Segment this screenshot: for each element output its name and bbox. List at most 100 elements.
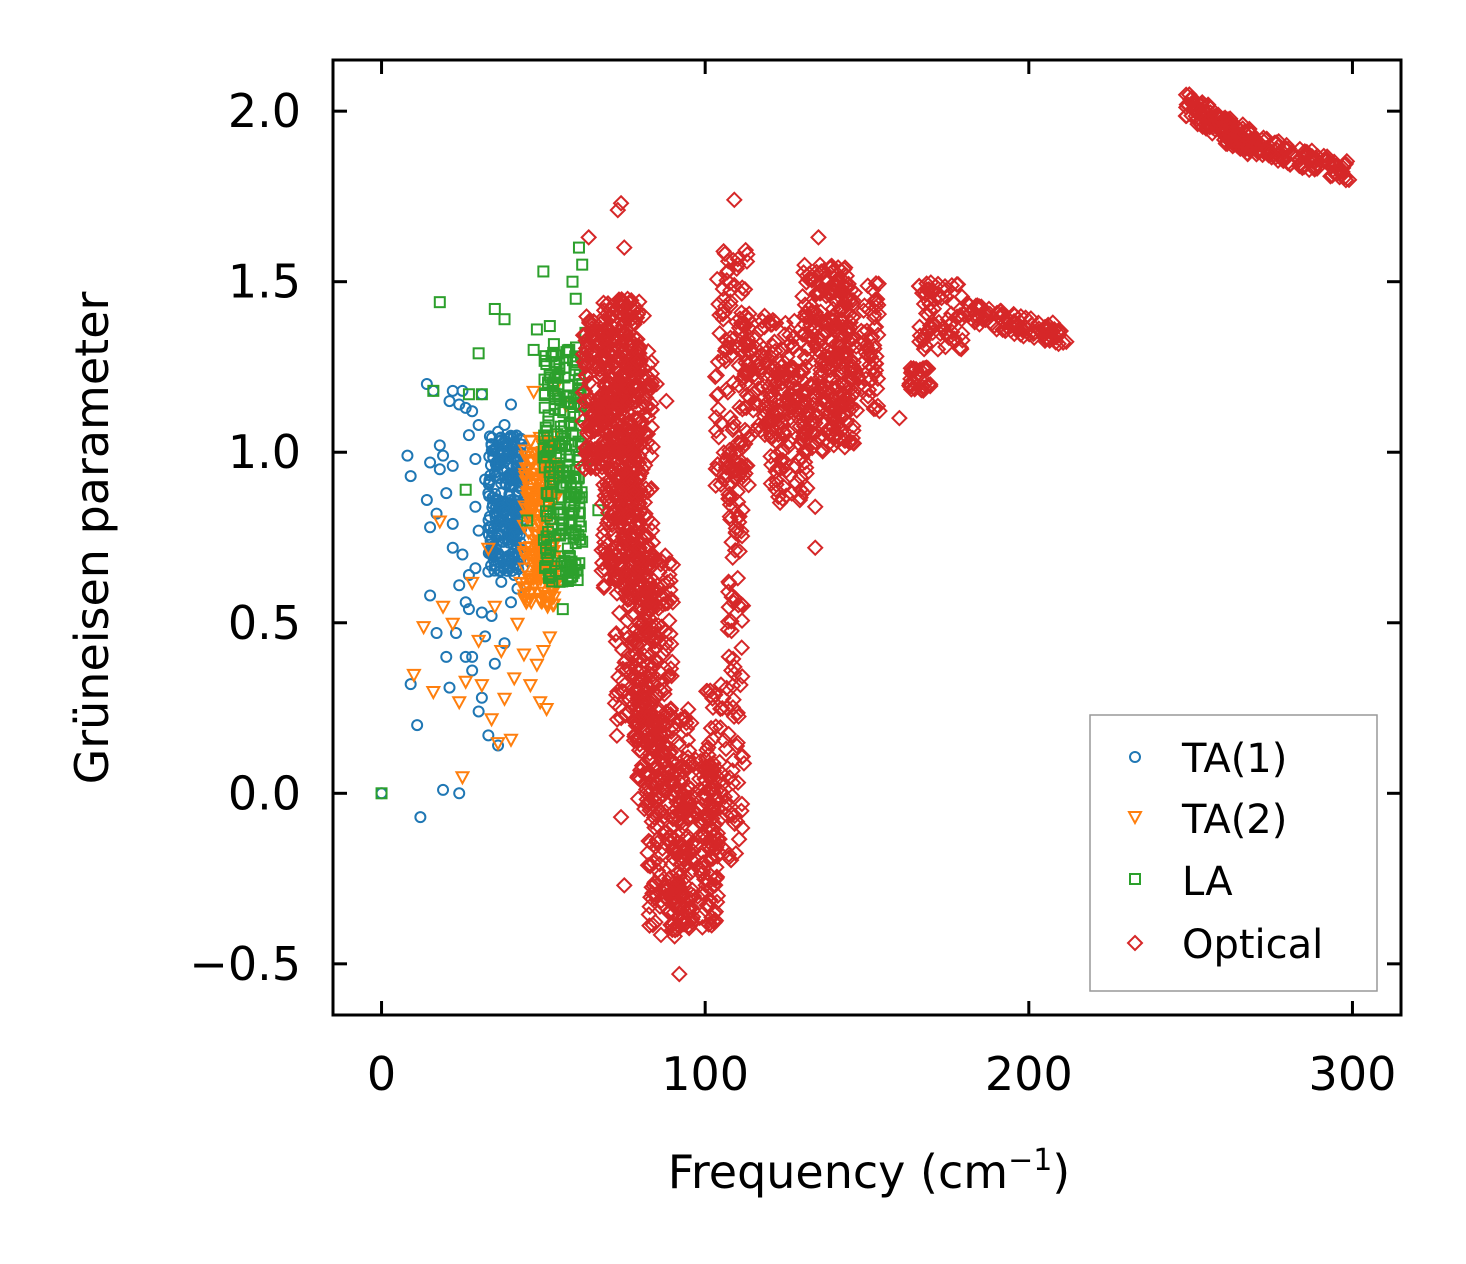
point-optical xyxy=(776,426,794,443)
point-ta1 xyxy=(420,378,433,391)
point-optical xyxy=(641,765,659,783)
point-optical xyxy=(734,747,752,765)
point-optical xyxy=(1306,153,1324,171)
point-ta1 xyxy=(505,596,517,609)
point-optical xyxy=(935,319,953,336)
point-optical xyxy=(659,594,677,612)
point-la xyxy=(541,553,554,566)
point-optical xyxy=(649,617,667,634)
point-optical xyxy=(749,357,767,375)
point-optical xyxy=(774,478,792,495)
point-optical xyxy=(730,830,748,848)
point-optical xyxy=(832,407,850,425)
point-optical xyxy=(646,873,664,891)
point-la xyxy=(551,369,564,382)
point-optical xyxy=(748,371,766,389)
point-optical xyxy=(672,711,689,729)
point-optical xyxy=(626,376,644,394)
point-optical xyxy=(774,393,792,411)
point-optical xyxy=(627,449,645,467)
point-optical xyxy=(756,307,774,325)
point-optical xyxy=(613,291,631,309)
point-optical xyxy=(753,378,771,396)
point-ta1 xyxy=(446,459,459,472)
point-la xyxy=(556,466,569,479)
point-optical xyxy=(605,510,622,528)
point-optical xyxy=(703,909,721,927)
point-optical xyxy=(835,378,853,396)
point-optical xyxy=(609,364,627,381)
point-ta2 xyxy=(519,464,535,479)
point-optical xyxy=(643,654,660,671)
point-optical xyxy=(630,468,648,485)
point-ta1 xyxy=(443,681,456,694)
point-optical xyxy=(612,808,630,826)
point-ta1 xyxy=(456,548,469,561)
point-ta1 xyxy=(492,534,505,547)
chart-marks xyxy=(375,86,1358,983)
point-optical xyxy=(918,281,936,298)
point-optical xyxy=(721,274,739,292)
point-optical xyxy=(1270,132,1288,150)
point-optical xyxy=(869,397,887,415)
point-la xyxy=(427,384,440,397)
point-optical xyxy=(610,468,628,486)
point-ta1 xyxy=(459,650,472,663)
point-optical xyxy=(733,819,751,837)
point-ta1 xyxy=(427,384,440,397)
point-optical xyxy=(719,252,737,270)
point-ta2 xyxy=(503,733,519,748)
x-axis-label: Frequency (cm−1) xyxy=(668,1143,1071,1199)
point-ta1 xyxy=(472,524,485,537)
point-ta1 xyxy=(462,429,475,442)
point-optical xyxy=(810,228,827,246)
point-optical xyxy=(708,270,726,288)
point-optical xyxy=(699,739,717,756)
point-ta1 xyxy=(433,439,446,452)
point-ta2 xyxy=(541,591,558,606)
point-ta2 xyxy=(523,455,540,470)
point-optical xyxy=(657,595,675,612)
point-optical xyxy=(1337,171,1355,189)
point-la xyxy=(546,523,559,536)
y-tick-label: −0.5 xyxy=(189,937,301,991)
point-optical xyxy=(749,351,767,369)
point-ta1 xyxy=(501,551,514,564)
point-ta1 xyxy=(508,552,521,565)
point-optical xyxy=(598,392,616,409)
point-optical xyxy=(813,440,831,458)
point-optical xyxy=(598,514,616,532)
point-optical xyxy=(1201,118,1219,136)
point-optical xyxy=(684,908,702,926)
legend-marker-ta2 xyxy=(1127,811,1143,826)
point-optical xyxy=(756,318,773,336)
point-la xyxy=(563,516,576,529)
legend-label-ta2: TA(2) xyxy=(1181,797,1287,843)
point-optical xyxy=(656,760,674,778)
point-ta2 xyxy=(464,576,480,591)
point-optical xyxy=(632,533,650,551)
point-optical xyxy=(610,668,627,686)
point-optical xyxy=(738,253,756,270)
point-optical xyxy=(628,651,646,668)
point-optical xyxy=(729,596,747,614)
point-optical xyxy=(626,527,644,545)
point-optical xyxy=(821,321,839,339)
legend-label-optical: Optical xyxy=(1182,922,1323,968)
point-optical xyxy=(672,898,690,915)
point-la xyxy=(567,504,580,517)
point-optical xyxy=(675,915,693,933)
point-ta2 xyxy=(535,645,552,660)
point-optical xyxy=(991,309,1009,327)
point-optical xyxy=(639,856,657,874)
point-optical xyxy=(686,849,704,867)
point-optical xyxy=(608,727,626,745)
point-optical xyxy=(709,400,727,418)
point-optical xyxy=(697,682,715,700)
point-optical xyxy=(702,840,720,858)
point-optical xyxy=(797,273,815,291)
point-ta2 xyxy=(522,500,539,515)
point-optical xyxy=(847,363,865,381)
point-optical xyxy=(729,569,747,587)
